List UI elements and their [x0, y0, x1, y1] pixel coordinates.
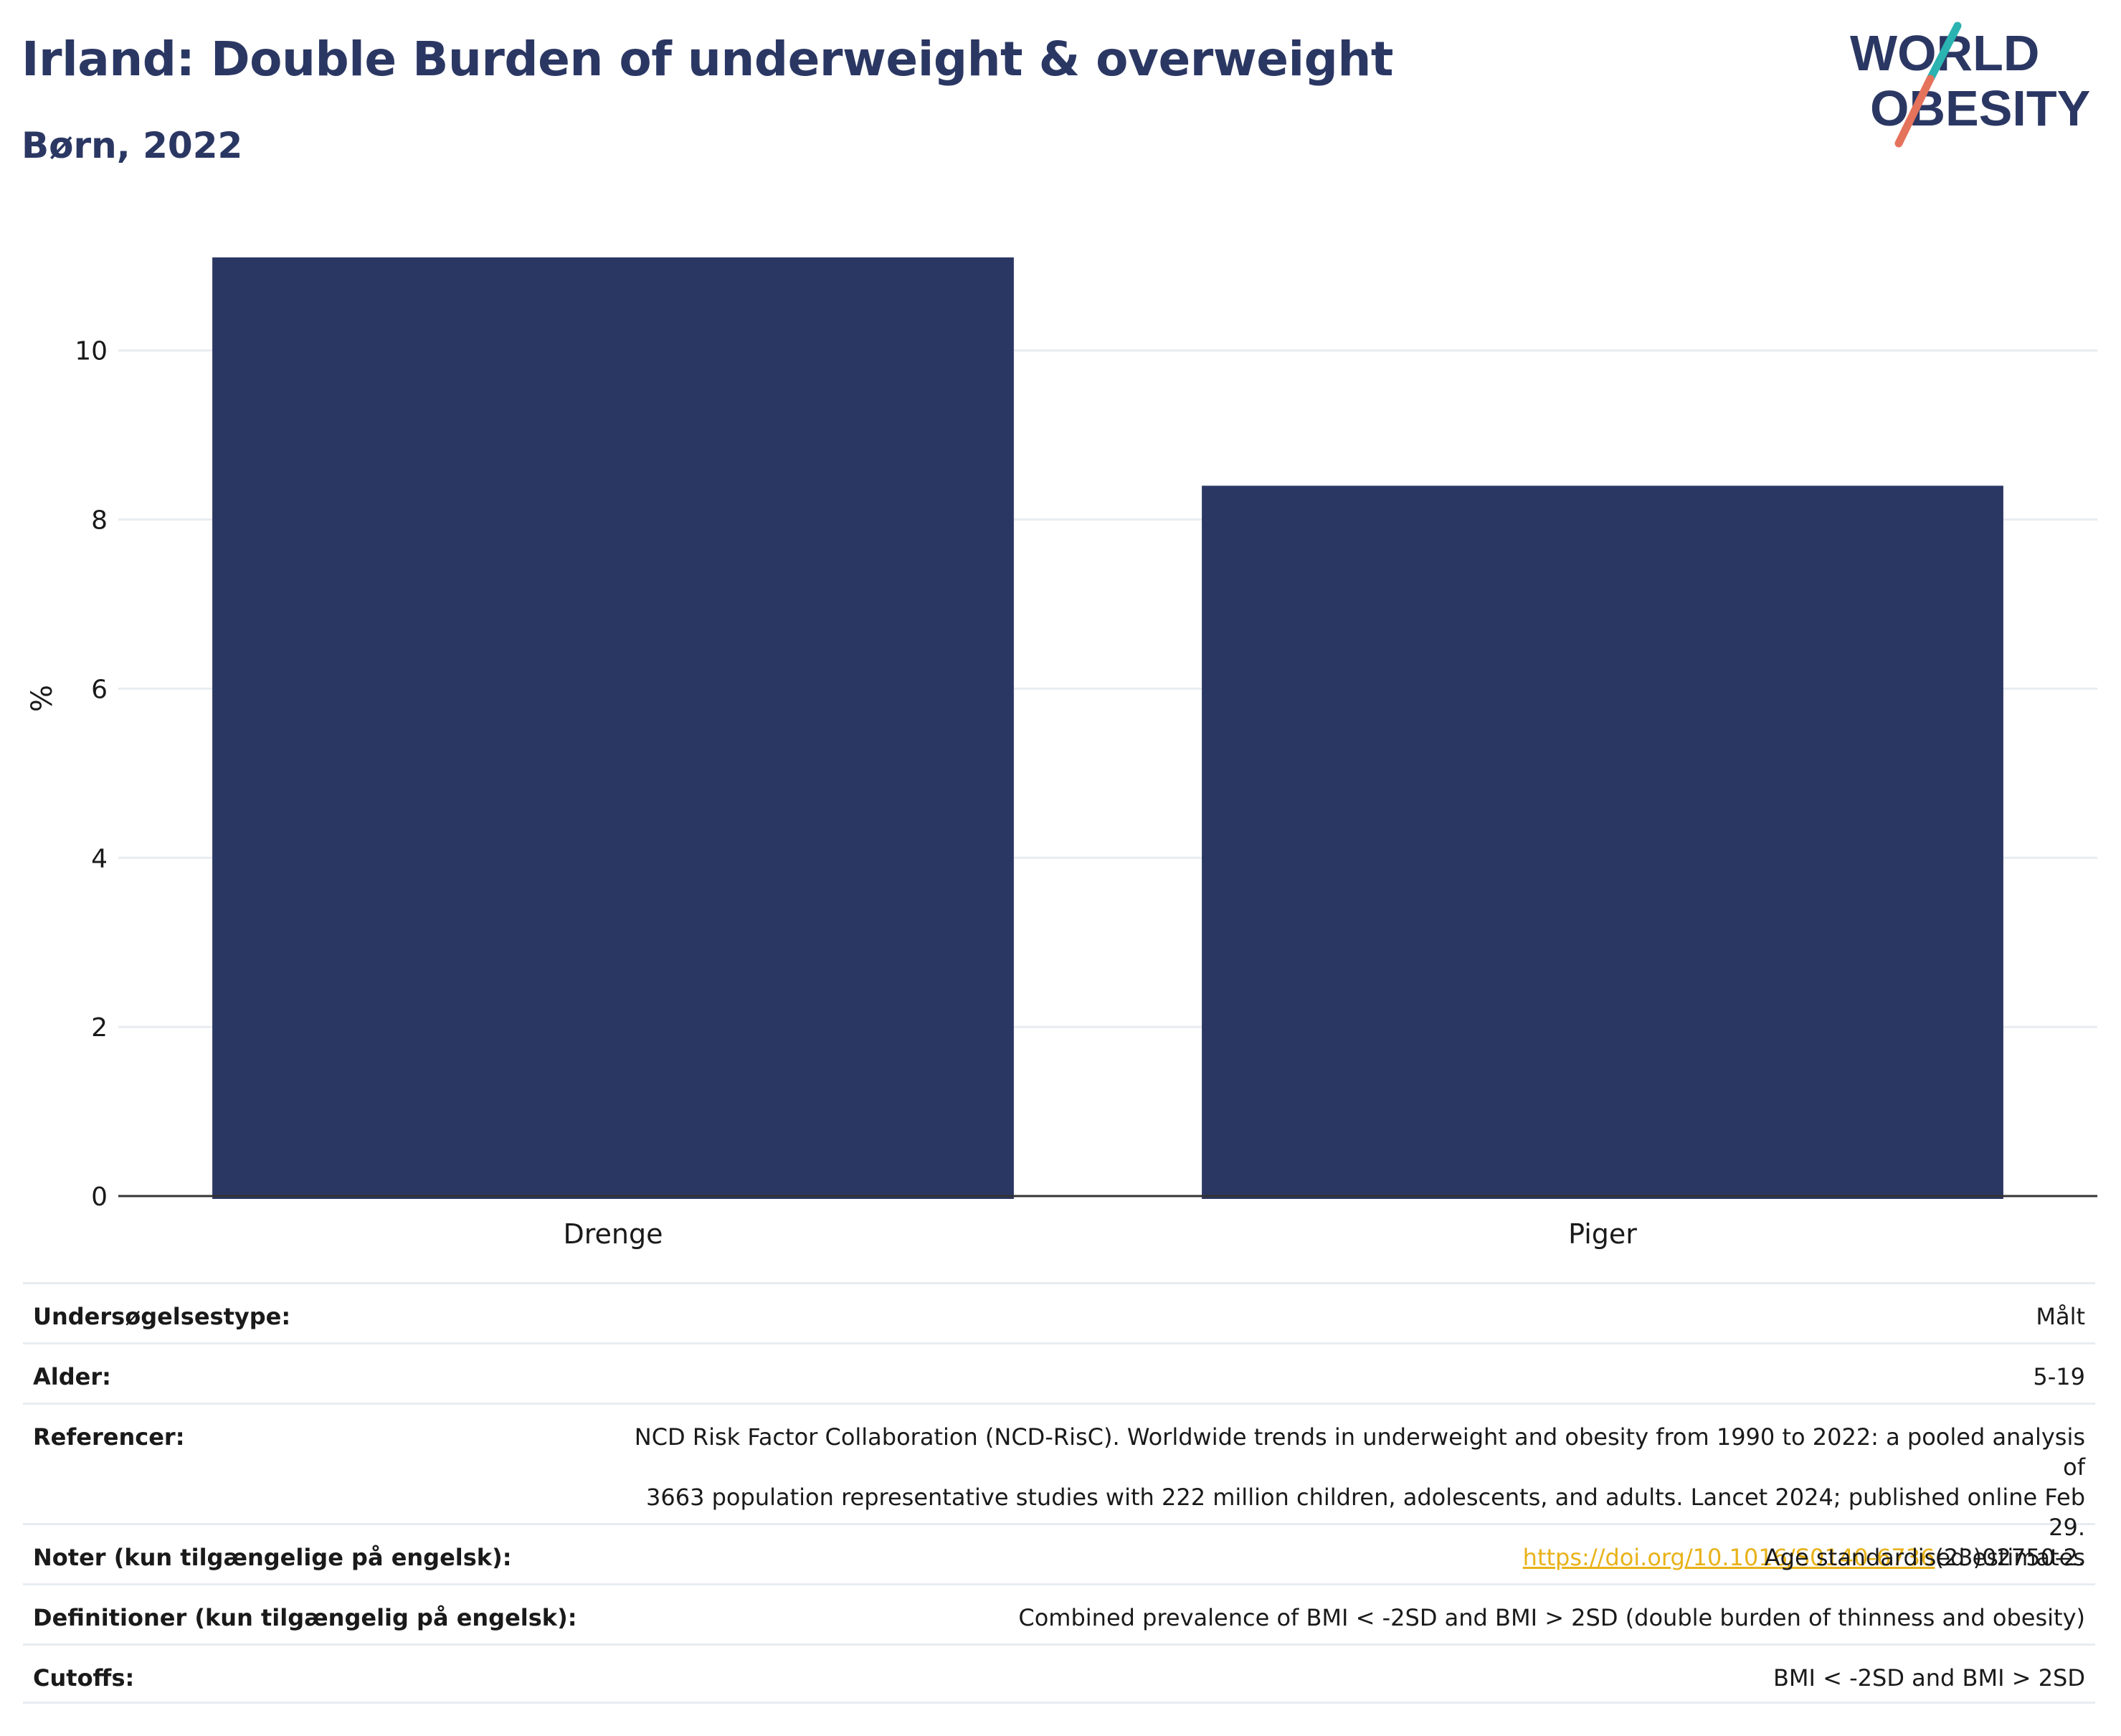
- reference-line-1: NCD Risk Factor Collaboration (NCD-RisC)…: [634, 1423, 2085, 1481]
- reference-doi-suffix: (23)02750-2.: [1935, 1544, 2085, 1571]
- bar-chart: 0 2 4 6 8 10 Drenge Piger %: [26, 257, 2097, 1250]
- reference-line-2: 3663 population representative studies w…: [646, 1484, 2085, 1541]
- meta-label: Cutoffs:: [33, 1664, 135, 1692]
- meta-label: Noter (kun tilgængelige på engelsk):: [33, 1544, 512, 1571]
- bar: [212, 257, 1014, 1199]
- logo-slash-coral: [1894, 75, 1935, 148]
- meta-label: Definitioner (kun tilgængelig på engelsk…: [33, 1604, 577, 1631]
- meta-row-cutoffs: Cutoffs: BMI < -2SD and BMI > 2SD: [23, 1643, 2095, 1704]
- world-obesity-logo: WORLD OBESITY: [1850, 22, 2090, 148]
- meta-row-references: Referencer: NCD Risk Factor Collaboratio…: [23, 1403, 2095, 1571]
- y-tick-label: 6: [91, 675, 108, 704]
- x-tick-label: Piger: [1568, 1218, 1637, 1250]
- bar: [1202, 485, 2003, 1199]
- y-axis-label: %: [26, 685, 59, 712]
- meta-row-definitions: Definitioner (kun tilgængelig på engelsk…: [23, 1583, 2095, 1643]
- meta-value: Målt: [2036, 1303, 2085, 1330]
- meta-row-notes: Noter (kun tilgængelige på engelsk): Age…: [23, 1523, 2095, 1583]
- meta-value: 5-19: [2033, 1363, 2085, 1390]
- bars: [212, 257, 2003, 1199]
- chart-title: Irland: Double Burden of underweight & o…: [22, 32, 1393, 87]
- meta-label: Alder:: [33, 1363, 111, 1390]
- meta-value: BMI < -2SD and BMI > 2SD: [1773, 1664, 2085, 1692]
- meta-row-survey-type: Undersøgelsestype: Målt: [23, 1282, 2095, 1342]
- logo-slash-teal: [1926, 22, 1962, 83]
- y-tick-labels: 0 2 4 6 8 10: [75, 337, 108, 1212]
- x-tick-labels: Drenge Piger: [563, 1218, 1637, 1250]
- meta-label: Referencer:: [33, 1423, 185, 1451]
- meta-label: Undersøgelsestype:: [33, 1303, 291, 1330]
- meta-value: Combined prevalence of BMI < -2SD and BM…: [1018, 1604, 2085, 1631]
- chart-subtitle: Børn, 2022: [22, 125, 243, 166]
- y-tick-label: 2: [91, 1013, 108, 1043]
- y-tick-label: 10: [75, 337, 108, 366]
- meta-row-age: Alder: 5-19: [23, 1342, 2095, 1403]
- y-tick-label: 4: [91, 844, 108, 873]
- y-tick-label: 0: [91, 1182, 108, 1212]
- y-tick-label: 8: [91, 506, 108, 536]
- metadata-table: Undersøgelsestype: Målt Alder: 5-19 Refe…: [23, 1282, 2095, 1704]
- reference-doi-link[interactable]: https://doi.org/10.1016/S0140-6736: [1522, 1544, 1935, 1571]
- x-tick-label: Drenge: [563, 1218, 663, 1250]
- meta-value: Age standardised estimates: [1764, 1544, 2085, 1571]
- meta-value: NCD Risk Factor Collaboration (NCD-RisC)…: [615, 1422, 2085, 1573]
